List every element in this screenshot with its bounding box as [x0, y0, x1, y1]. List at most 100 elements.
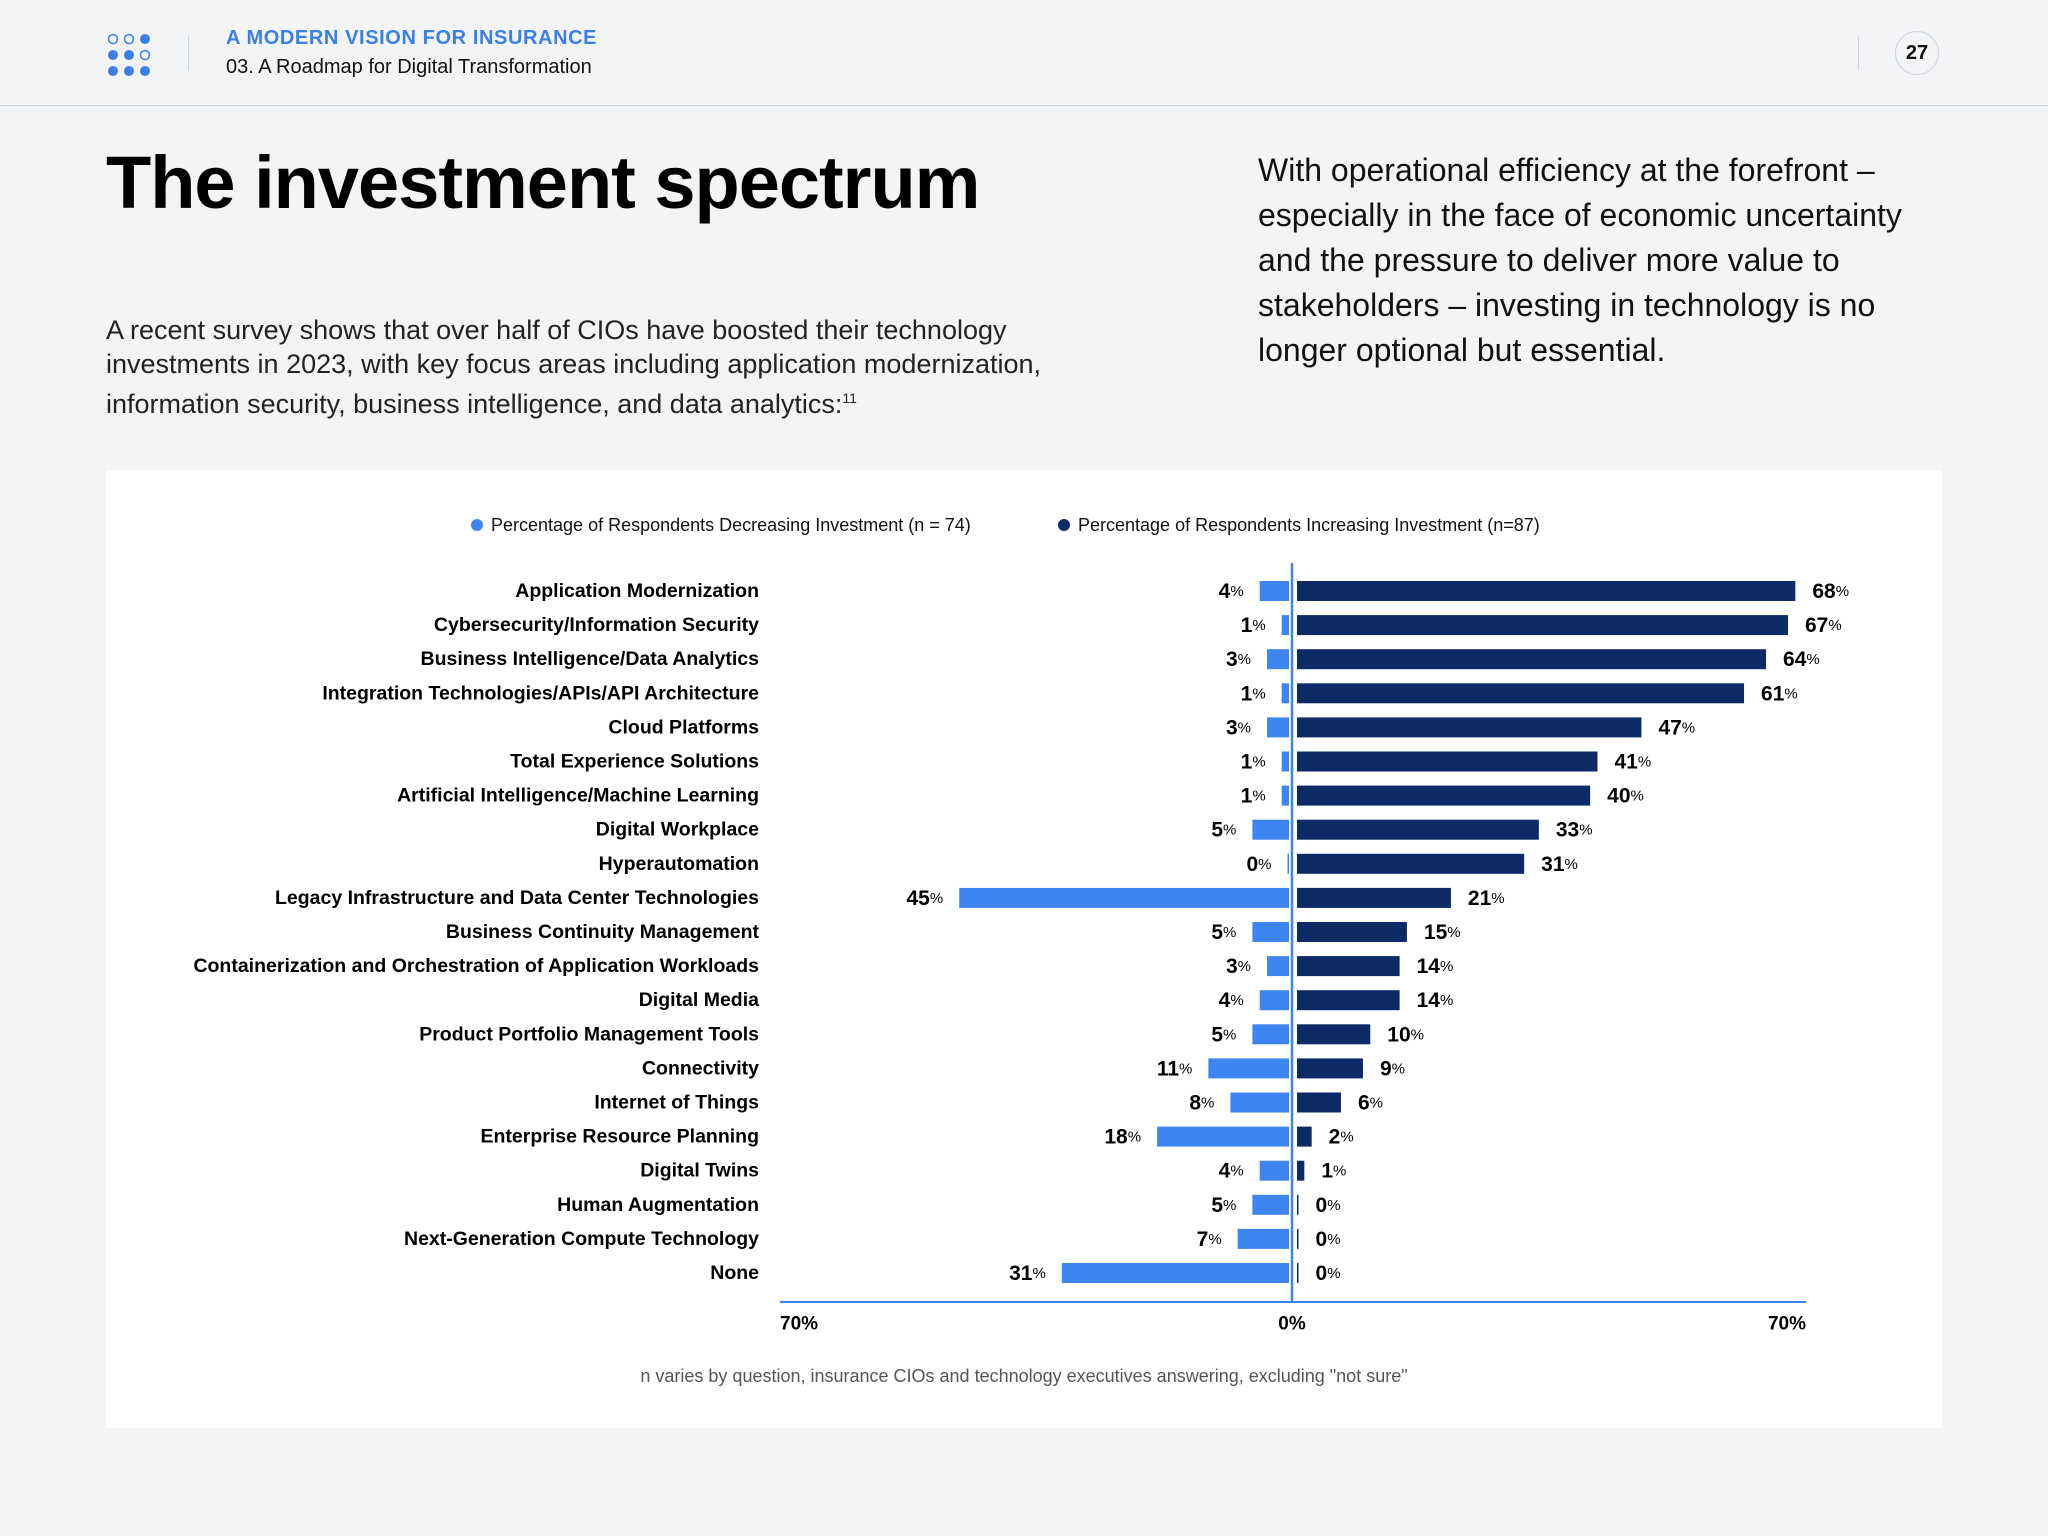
value-label-decreasing: 5% [1211, 1193, 1236, 1216]
bar-increasing [1297, 887, 1451, 908]
value-label-increasing: 0% [1316, 1262, 1341, 1285]
bar-decreasing [1287, 853, 1289, 874]
value-label-increasing: 10% [1387, 1023, 1424, 1046]
bar-increasing [1297, 956, 1400, 977]
x-tick-label: 70% [1768, 1314, 1806, 1335]
category-label: Next-Generation Compute Technology [404, 1228, 759, 1250]
bar-increasing [1297, 1024, 1371, 1045]
bar-increasing [1297, 990, 1400, 1011]
value-label-decreasing: 4% [1219, 580, 1244, 603]
value-label-increasing: 0% [1316, 1227, 1341, 1250]
bar-increasing [1297, 785, 1591, 806]
bar-decreasing [1252, 1194, 1289, 1215]
bar-increasing [1297, 1126, 1312, 1147]
bar-decreasing [1281, 785, 1289, 806]
x-tick-label: 0% [1278, 1314, 1306, 1335]
bar-increasing [1297, 1194, 1299, 1215]
bar-increasing [1297, 649, 1767, 670]
category-label: Cloud Platforms [608, 716, 759, 738]
category-label: Hyperautomation [599, 853, 759, 875]
category-label: Legacy Infrastructure and Data Center Te… [275, 887, 759, 909]
bar-increasing [1297, 819, 1539, 840]
value-label-increasing: 0% [1316, 1193, 1341, 1216]
header-divider-right [1858, 36, 1859, 70]
value-label-increasing: 14% [1417, 989, 1454, 1012]
value-label-decreasing: 5% [1211, 818, 1236, 841]
bar-decreasing [959, 887, 1289, 908]
value-label-decreasing: 18% [1104, 1125, 1141, 1148]
category-label: Containerization and Orchestration of Ap… [193, 955, 759, 977]
category-label: Application Modernization [515, 580, 759, 602]
category-label: Integration Technologies/APIs/API Archit… [322, 682, 759, 704]
value-label-decreasing: 1% [1241, 614, 1266, 637]
value-label-increasing: 61% [1761, 682, 1798, 705]
value-label-decreasing: 5% [1211, 921, 1236, 944]
bar-decreasing [1061, 1263, 1289, 1283]
value-label-decreasing: 1% [1241, 682, 1266, 705]
bar-increasing [1297, 615, 1789, 636]
bar-decreasing [1230, 1092, 1289, 1113]
value-label-increasing: 31% [1541, 852, 1578, 875]
category-label: Business Continuity Management [446, 921, 760, 943]
legend-decreasing: Percentage of Respondents Decreasing Inv… [471, 514, 971, 536]
bar-decreasing [1252, 819, 1289, 840]
dots-logo-icon [107, 33, 151, 76]
category-label: Human Augmentation [557, 1194, 759, 1216]
value-label-decreasing: 8% [1189, 1091, 1214, 1114]
value-label-decreasing: 11% [1157, 1057, 1193, 1080]
category-label: Digital Media [639, 989, 759, 1011]
bar-increasing [1297, 751, 1598, 772]
callout-quote: With operational efficiency at the foref… [1258, 152, 1902, 368]
bar-increasing [1297, 1058, 1363, 1079]
bar-increasing [1297, 1263, 1299, 1283]
intro-text: A recent survey shows that over half of … [106, 315, 1042, 419]
footnote-ref: 11 [842, 390, 857, 406]
bar-decreasing [1267, 649, 1289, 670]
bar-decreasing [1267, 717, 1289, 738]
value-label-increasing: 9% [1380, 1057, 1405, 1080]
bar-increasing [1297, 717, 1642, 738]
bar-increasing [1297, 1160, 1305, 1181]
category-label: Artificial Intelligence/Machine Learning [397, 785, 759, 807]
value-label-increasing: 40% [1607, 784, 1644, 807]
value-label-increasing: 41% [1614, 750, 1651, 773]
bar-decreasing [1259, 1160, 1289, 1181]
value-label-increasing: 14% [1417, 955, 1454, 978]
value-label-decreasing: 45% [907, 886, 944, 909]
value-label-increasing: 21% [1468, 886, 1505, 909]
bar-increasing [1297, 853, 1525, 874]
bar-decreasing [1259, 990, 1289, 1011]
value-label-decreasing: 4% [1219, 989, 1244, 1012]
bar-decreasing [1208, 1058, 1289, 1079]
bar-decreasing [1157, 1126, 1289, 1147]
top-bar: A MODERN VISION FOR INSURANCE 03. A Road… [0, 0, 2048, 106]
bar-decreasing [1281, 615, 1289, 636]
category-label: Product Portfolio Management Tools [419, 1023, 759, 1045]
value-label-increasing: 6% [1358, 1091, 1383, 1114]
legend-increasing-label: Percentage of Respondents Increasing Inv… [1078, 514, 1540, 535]
chart-footnote: n varies by question, insurance CIOs and… [640, 1366, 1408, 1386]
x-tick-label: 70% [780, 1314, 818, 1335]
value-label-decreasing: 7% [1197, 1227, 1222, 1250]
bar-decreasing [1281, 751, 1289, 772]
value-label-decreasing: 0% [1246, 852, 1271, 875]
category-label: Internet of Things [594, 1092, 759, 1114]
value-label-decreasing: 1% [1241, 750, 1266, 773]
bar-decreasing [1259, 581, 1289, 601]
value-label-decreasing: 3% [1226, 955, 1251, 978]
category-label: Connectivity [642, 1057, 759, 1079]
legend-increasing: Percentage of Respondents Increasing Inv… [1058, 514, 1540, 536]
bar-increasing [1297, 581, 1796, 601]
legend-increasing-swatch [1058, 519, 1070, 531]
section-subtitle: 03. A Roadmap for Digital Transformation [226, 56, 592, 78]
header-divider [188, 36, 189, 70]
page-title: The investment spectrum [106, 141, 980, 224]
value-label-decreasing: 3% [1226, 716, 1251, 739]
bar-increasing [1297, 922, 1407, 942]
category-label: None [710, 1262, 759, 1284]
legend-decreasing-label: Percentage of Respondents Decreasing Inv… [491, 514, 971, 535]
bar-increasing [1297, 683, 1745, 704]
value-label-increasing: 68% [1812, 580, 1849, 603]
bar-decreasing [1252, 922, 1289, 942]
